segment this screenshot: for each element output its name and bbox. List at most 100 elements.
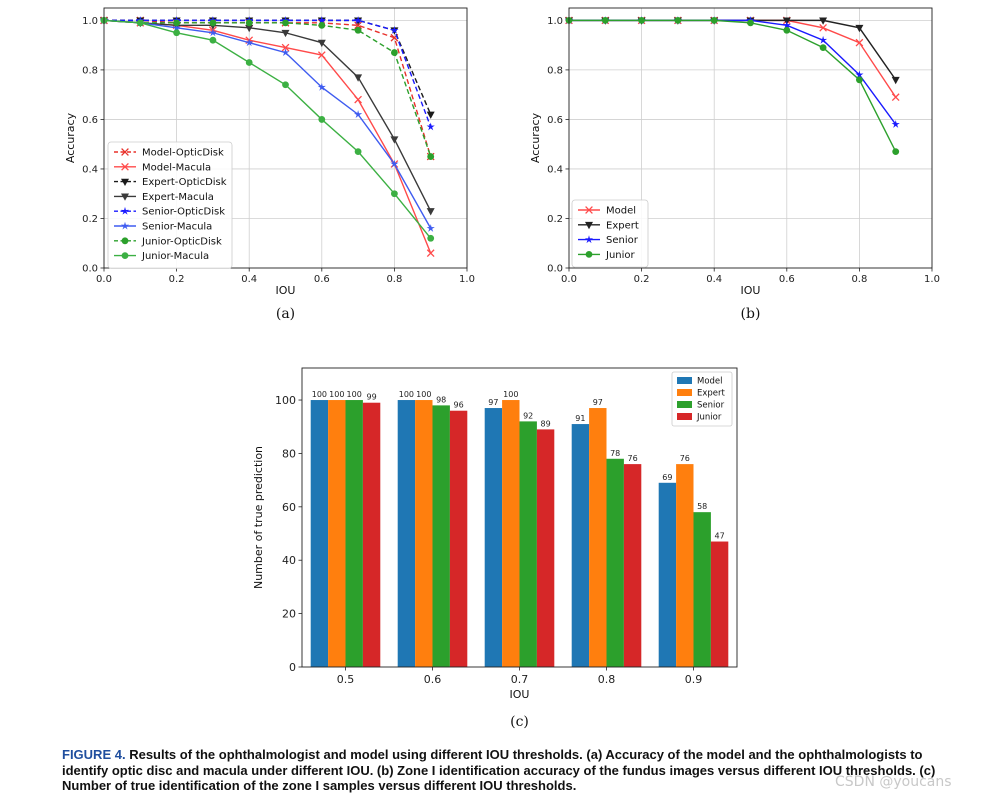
data-point (317, 16, 326, 24)
x-tick-label: 0.9 (685, 673, 703, 686)
legend-label: Model (697, 377, 723, 387)
series-line (569, 19, 897, 81)
data-point (245, 24, 254, 33)
bar-value-label: 76 (628, 454, 638, 463)
bar-value-label: 98 (436, 395, 446, 404)
data-point (819, 35, 828, 44)
data-point (318, 21, 326, 29)
legend-label: Expert-Macula (142, 192, 214, 203)
data-point (173, 19, 181, 27)
data-point (245, 59, 253, 66)
data-point (819, 44, 827, 52)
data-point (136, 19, 144, 27)
legend-label: Senior (606, 235, 639, 246)
bar (484, 408, 503, 667)
bar-value-label: 89 (541, 419, 551, 428)
plot-frame (301, 367, 738, 668)
legend-item: Senior (578, 235, 639, 246)
data-point (317, 82, 326, 91)
data-point (172, 23, 181, 32)
legend-label: Junior (696, 413, 722, 423)
bar (606, 458, 624, 667)
bar (362, 402, 381, 667)
y-tick-label: 20 (282, 608, 296, 621)
panel-b-zone-accuracy-chart: 0.0 0.2 0.4 0.6 0.8 1.0 0.0 0.2 0.4 0.6 0.8 1.0 IOU A… (529, 7, 940, 322)
data-point (281, 29, 290, 38)
data-point (390, 25, 399, 34)
legend-marker (120, 206, 130, 215)
legend-label: Senior (697, 401, 725, 411)
legend-label: Model (606, 206, 636, 217)
x-tick-label: 0.6 (424, 673, 442, 686)
legend-swatch (677, 413, 692, 420)
x-axis-label: IOU (510, 688, 530, 701)
y-axis-label: Accuracy (64, 112, 77, 163)
legend-marker (585, 206, 593, 214)
x-tick-label: 0.0 (561, 274, 577, 285)
legend-item: Junior (578, 250, 636, 261)
bar (536, 429, 555, 667)
figure-caption: FIGURE 4. Results of the ophthalmologist… (62, 747, 952, 794)
panel-label: (a) (276, 306, 295, 322)
caption-text: Results of the ophthalmologist and model… (62, 747, 936, 793)
legend-marker (121, 237, 129, 245)
x-tick-label: 1.0 (459, 274, 475, 285)
legend-marker (121, 193, 129, 201)
x-tick-label: 0.4 (241, 274, 257, 285)
legend-label: Model-OpticDisk (142, 148, 224, 159)
x-tick-label: 0.7 (511, 673, 529, 686)
data-point (173, 29, 181, 37)
data-point (354, 26, 362, 34)
series-model (565, 16, 900, 102)
bar-value-label: 97 (488, 398, 498, 407)
legend-box (671, 371, 733, 427)
bar-value-label: 100 (329, 390, 344, 399)
data-point (208, 28, 217, 37)
legend-swatch (677, 377, 692, 384)
data-point (782, 21, 791, 29)
bar (397, 400, 416, 667)
data-point (245, 19, 253, 27)
data-point (856, 76, 863, 84)
series-line (104, 19, 432, 128)
y-axis-label: Accuracy (529, 112, 542, 163)
legend-label: Model-Macula (142, 162, 211, 173)
bar (328, 400, 346, 667)
bar-value-label: 100 (312, 390, 327, 399)
data-point (354, 21, 362, 30)
caption-figure-label: FIGURE 4. (62, 747, 126, 762)
legend-box (571, 199, 649, 268)
x-tick-label: 0.2 (634, 274, 650, 285)
bar-value-label: 69 (662, 473, 672, 482)
x-tick-label: 0.8 (598, 673, 616, 686)
series-line (103, 19, 432, 229)
x-tick-label: 0.6 (314, 274, 330, 285)
bar-value-label: 78 (610, 449, 620, 458)
legend-marker (121, 178, 129, 186)
y-tick-label: 0.4 (82, 164, 98, 175)
legend-swatch (677, 389, 692, 396)
bar-value-label: 100 (347, 390, 362, 399)
legend-marker (121, 252, 129, 259)
bar (449, 410, 468, 667)
legend-item: Senior (677, 401, 725, 411)
y-tick-label: 80 (282, 447, 296, 460)
legend-item: Junior-OpticDisk (114, 236, 222, 247)
data-point (209, 36, 217, 44)
bar (415, 400, 433, 667)
y-tick-label: 40 (282, 554, 296, 567)
data-point (426, 122, 435, 131)
data-point (282, 81, 289, 89)
legend-item: Junior-Macula (114, 251, 209, 262)
legend-box (107, 141, 233, 269)
legend-marker (585, 221, 593, 230)
data-point (391, 190, 398, 198)
data-point (209, 19, 217, 27)
data-point (427, 234, 435, 242)
plot-frame (568, 7, 933, 269)
y-tick-label: 0.2 (82, 214, 98, 225)
data-point (354, 95, 362, 104)
data-point (390, 136, 399, 144)
series-line (103, 19, 432, 239)
bar-value-label: 100 (416, 390, 431, 399)
